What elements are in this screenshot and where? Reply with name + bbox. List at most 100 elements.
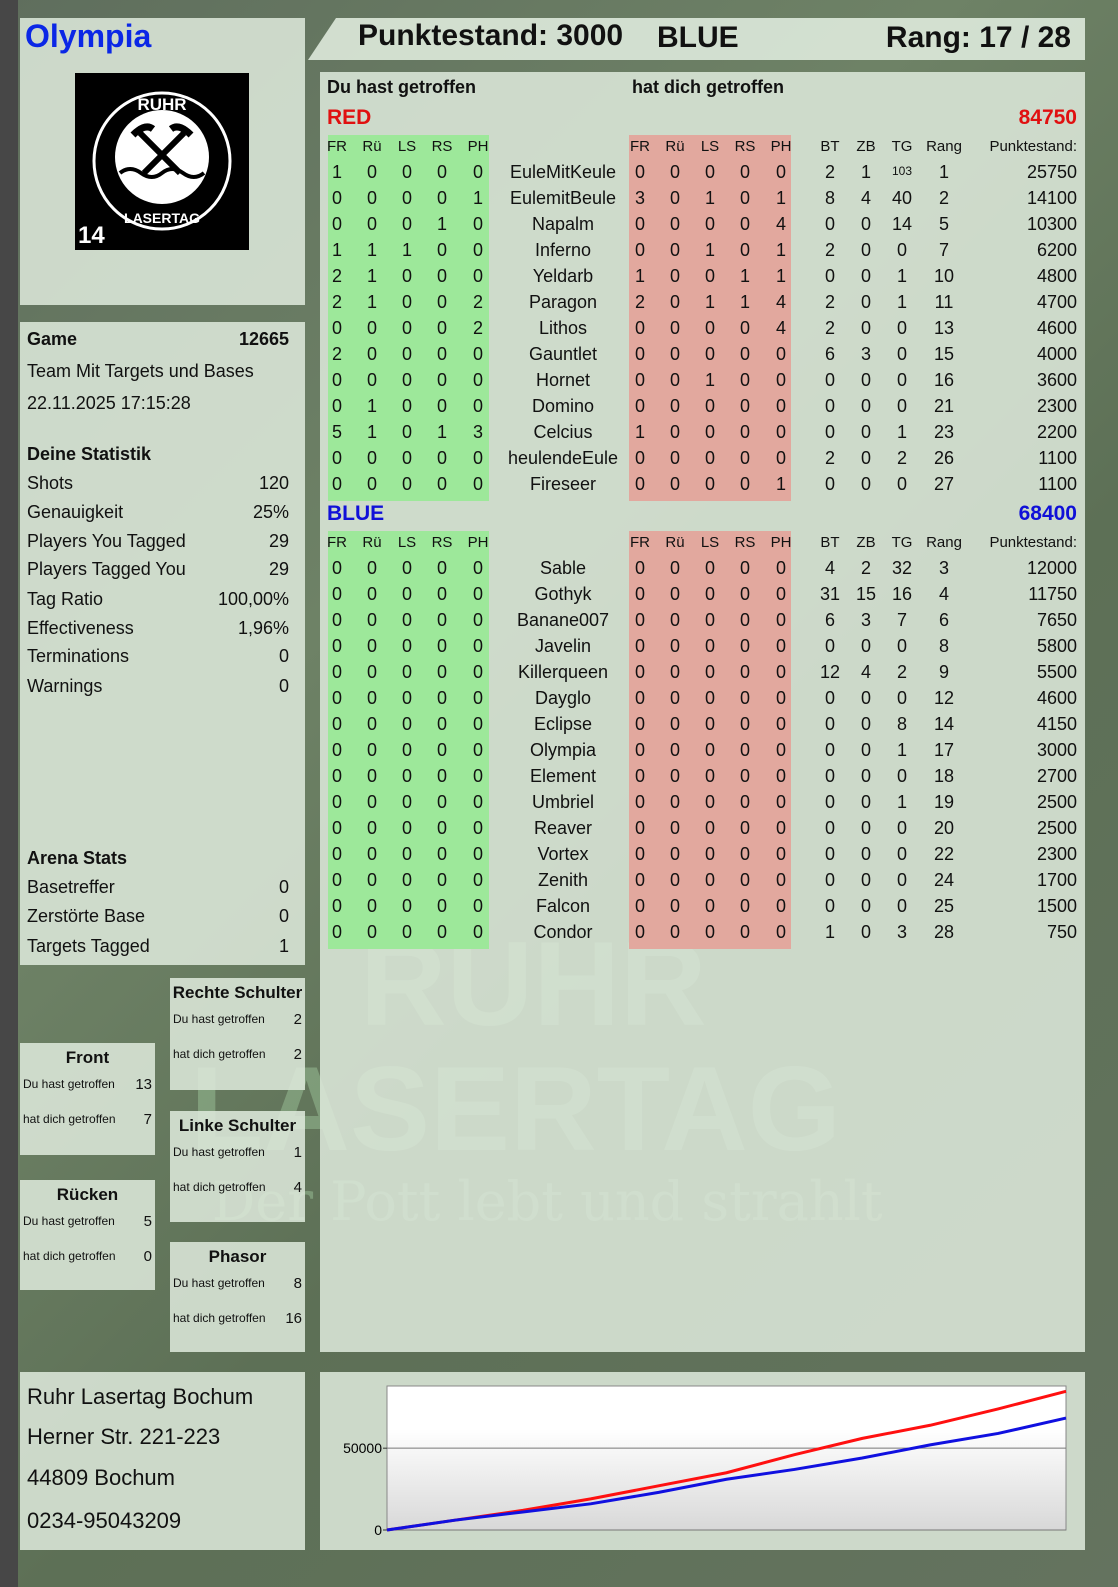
y-tick-label: 0 [374,1522,382,1538]
hit-you-count: 0 [634,558,646,578]
zone-title: Linke Schulter [178,1116,297,1135]
tg-value: 0 [896,896,908,916]
hit-you-count: 0 [739,688,751,708]
you-hit-count: 0 [331,584,343,604]
stat-row: Shots 120 [20,473,305,499]
tg-value: 3 [896,922,908,942]
column-header: Rü [665,138,685,155]
rank-value: 4 [938,584,950,604]
bt-value: 6 [824,344,836,364]
you-hit-count: 0 [436,292,448,312]
hit-you-count: 0 [669,610,681,630]
you-hit-count: 1 [331,162,343,182]
hit-you-count: 0 [775,844,787,864]
you-hit-count: 0 [436,188,448,208]
hit-you-count: 0 [669,162,681,182]
hit-you-count: 0 [669,922,681,942]
you-hit-count: 0 [472,344,484,364]
hit-you-count: 0 [739,214,751,234]
hit-you-count: 0 [634,396,646,416]
header-bar: Punktestand: 3000 BLUE Rang: 17 / 28 [308,18,1085,60]
zone-them-value: 7 [143,1111,152,1128]
tg-value: 2 [896,448,908,468]
player-name: Fireseer [529,474,597,494]
player-name: Reaver [533,818,593,838]
hit-you-count: 0 [775,558,787,578]
game-mode: Team Mit Targets und Bases [27,361,254,381]
you-hit-count: 0 [366,344,378,364]
table-row: 0 0 0 0 0 Vortex 0 0 0 0 0 0 0 0 22 2300 [320,844,1085,870]
you-hit-count: 0 [401,422,413,442]
stats-title: Deine Statistik [27,444,152,464]
table-row: 2 1 0 0 2 Paragon 2 0 1 1 4 2 0 1 11 4700 [320,292,1085,318]
score-value: 1100 [1038,448,1077,468]
you-hit-count: 0 [401,558,413,578]
tg-value: 7 [896,610,908,630]
plot-area [386,1385,1067,1531]
column-header: Rü [665,534,685,551]
bt-value: 6 [824,610,836,630]
score-value: 4600 [1036,688,1077,708]
tg-value: 0 [896,474,908,494]
hit-you-count: 0 [634,610,646,630]
table-row: 0 0 0 0 0 Hornet 0 0 1 0 0 0 0 0 16 3600 [320,370,1085,396]
you-hit-band [328,135,489,501]
you-hit-count: 0 [366,318,378,338]
rank-value: 18 [933,766,955,786]
tg-value: 1 [896,266,908,286]
hit-you-count: 0 [669,474,681,494]
bt-value: 0 [824,844,836,864]
hit-you-count: 0 [669,370,681,390]
rank-value: 26 [933,448,955,468]
arena-value: 0 [278,906,289,926]
game-number: 12665 [238,329,289,349]
you-hit-count: 0 [472,870,484,890]
you-hit-count: 0 [401,396,413,416]
hit-you-count: 1 [704,292,716,312]
you-hit-count: 0 [401,714,413,734]
table-row: 0 0 0 0 0 Element 0 0 0 0 0 0 0 0 18 2700 [320,766,1085,792]
column-header: LS [397,138,417,155]
tg-value: 14 [891,214,913,234]
you-hit-count: 0 [472,214,484,234]
stat-value: 29 [268,559,289,579]
score-value: 5800 [1036,636,1077,656]
address-line: 0234-95043209 [27,1508,182,1533]
you-hit-count: 0 [472,662,484,682]
hit-you-count: 0 [739,474,751,494]
arena-title: Arena Stats [27,848,128,868]
you-hit-count: 0 [401,318,413,338]
player-name: EuleMitKeule [509,162,617,182]
bt-value: 2 [824,448,836,468]
rank-value: 8 [938,636,950,656]
table-row: 0 0 0 0 0 Gothyk 0 0 0 0 0 31 15 16 4 11750 [320,584,1085,610]
table-row: 0 0 0 0 0 Umbriel 0 0 0 0 0 0 0 1 19 2500 [320,792,1085,818]
bt-value: 0 [824,474,836,494]
hit-you-count: 0 [739,188,751,208]
arena-value: 0 [278,877,289,897]
you-hit-count: 0 [331,662,343,682]
you-hit-count: 0 [366,558,378,578]
player-name: Banane007 [516,610,610,630]
rank-value: 7 [938,240,950,260]
hit-you-count: 0 [669,396,681,416]
bt-value: 0 [824,636,836,656]
team-total: 68400 [1018,502,1077,525]
score-value: 7650 [1036,610,1077,630]
hit-you-count: 0 [704,558,716,578]
zb-value: 0 [860,896,872,916]
you-hit-count: 0 [401,740,413,760]
you-hit-count: 0 [436,344,448,364]
score-value: 2500 [1036,792,1077,812]
you-hit-count: 0 [472,610,484,630]
you-hit-count: 1 [401,240,413,260]
column-header: Punktestand: [989,138,1077,155]
you-hit-count: 0 [366,214,378,234]
you-hit-count: 0 [436,474,448,494]
you-hit-count: 0 [472,818,484,838]
arena-label: Zerstörte Base [27,906,146,926]
hit-you-count: 0 [669,318,681,338]
hit-you-count: 0 [739,740,751,760]
table-row: 0 0 0 0 0 Fireseer 0 0 0 0 1 0 0 0 27 1100 [320,474,1085,500]
rank-value: 15 [933,344,955,364]
